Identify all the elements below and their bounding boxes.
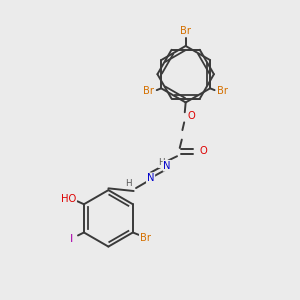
Text: Br: Br — [140, 233, 151, 243]
Text: O: O — [199, 146, 207, 157]
Text: I: I — [70, 234, 73, 244]
Text: N: N — [164, 161, 171, 171]
Text: H: H — [159, 158, 165, 167]
Text: Br: Br — [143, 86, 154, 96]
Text: Br: Br — [180, 26, 191, 36]
Text: HO: HO — [61, 194, 76, 204]
Text: Br: Br — [218, 86, 228, 96]
Text: O: O — [188, 111, 196, 121]
Text: H: H — [125, 179, 132, 188]
Text: N: N — [147, 173, 154, 183]
